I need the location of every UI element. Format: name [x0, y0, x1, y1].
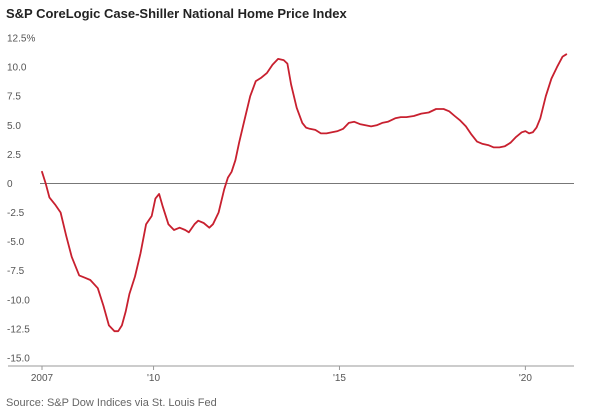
x-axis: 2007 '10 '15 '20 [8, 365, 574, 384]
y-tick-label: -5.0 [7, 237, 25, 248]
y-tick-label: -2.5 [7, 208, 25, 219]
y-tick-label: 7.5 [7, 92, 21, 103]
y-tick-label: 12.5% [7, 34, 35, 45]
y-tick-label: 5.0 [7, 121, 21, 132]
y-tick-label: -15.0 [7, 354, 30, 365]
y-tick-label: -7.5 [7, 266, 25, 277]
y-axis-labels: 12.5% 10.0 7.5 5.0 2.5 0 -2.5 -5.0 -7.5 -10.0 -12.… [7, 34, 35, 365]
source-note: Source: S&P Dow Indices via St. Louis Fe… [6, 397, 217, 409]
x-tick-label: '15 [333, 373, 346, 384]
x-tick-label: '10 [147, 373, 160, 384]
series-line [41, 53, 568, 333]
y-tick-label: 0 [7, 179, 13, 190]
y-tick-label: 10.0 [7, 63, 27, 74]
x-tick-label: '20 [519, 373, 532, 384]
y-tick-label: 2.5 [7, 150, 21, 161]
x-tick-label: 2007 [31, 373, 54, 384]
y-tick-label: -12.5 [7, 324, 30, 335]
y-tick-label: -10.0 [7, 295, 30, 306]
chart-title: S&P CoreLogic Case-Shiller National Home… [6, 6, 347, 21]
